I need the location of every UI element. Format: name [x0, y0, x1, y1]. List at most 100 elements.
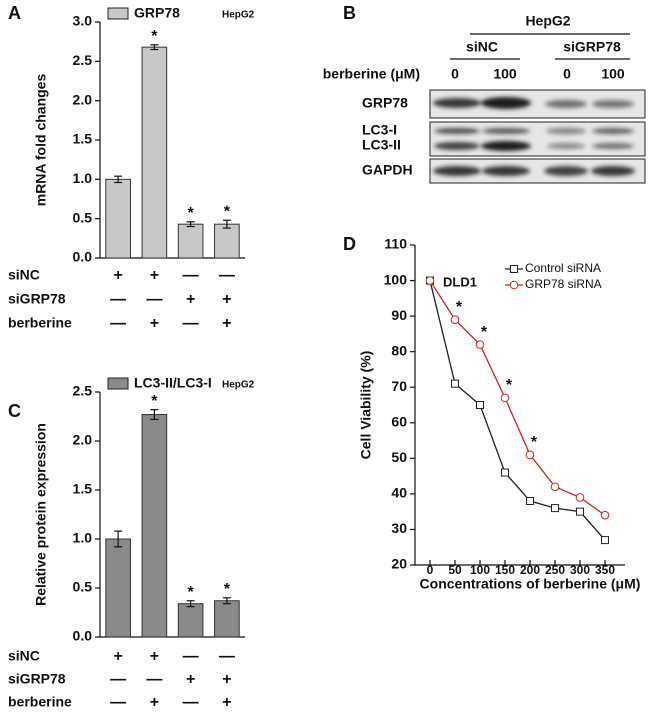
y-tick-label: 110 [384, 236, 407, 252]
y-tick-label: 0.0 [73, 628, 93, 644]
condition-mark: + [222, 694, 231, 711]
significance: * [151, 393, 158, 410]
marker [600, 510, 610, 520]
bar [105, 178, 131, 259]
x-axis-title: Concentrations of berberine (μM) [420, 576, 641, 592]
y-tick-label: 30 [391, 520, 407, 536]
legend-swatch [107, 7, 129, 20]
y-tick-label: 1.5 [73, 131, 93, 147]
y-tick-label: 70 [391, 378, 407, 394]
x-tick-label: 200 [520, 563, 540, 577]
y-axis-title: Cell Viability (%) [358, 351, 374, 460]
bar [214, 223, 240, 259]
condition-mark: + [186, 291, 195, 308]
significance: * [188, 584, 195, 601]
dose-label: 0 [451, 66, 459, 82]
y-tick-label: 1.5 [73, 481, 93, 497]
y-tick-label: 2.5 [73, 383, 93, 399]
condition-label: siNC [8, 267, 40, 283]
marker [526, 497, 534, 505]
legend-marker [509, 280, 519, 290]
condition-mark: + [222, 291, 231, 308]
condition-mark: + [113, 267, 122, 284]
marker [476, 401, 484, 409]
marker [501, 468, 509, 477]
y-tick-label: 2.0 [73, 432, 93, 448]
condition-mark: — [219, 267, 235, 284]
significance: * [481, 324, 488, 341]
y-tick-label: 0.5 [73, 579, 93, 595]
chart-title: DLD1 [443, 274, 477, 289]
condition-label: berberine [8, 694, 72, 710]
legend-label: Control siRNA [525, 261, 601, 275]
condition-label: siGRP78 [8, 291, 66, 307]
y-tick-label: 90 [391, 307, 407, 323]
blot-panel: B HepG2 siNC siGRP78 berberine (μM) 0 10… [323, 3, 646, 184]
treatment-label: berberine (μM) [323, 66, 420, 82]
condition-mark: + [186, 671, 195, 688]
row-label: LC3-I [362, 122, 397, 138]
significance: * [506, 377, 513, 394]
y-tick-label: 3.0 [73, 13, 93, 29]
condition-label: berberine [8, 315, 72, 331]
marker [550, 482, 560, 492]
legend-label: GRP78 [134, 5, 180, 21]
dose-label: 100 [493, 66, 517, 82]
y-tick-label: 20 [391, 556, 407, 572]
marker [451, 379, 459, 388]
condition-mark: + [150, 267, 159, 284]
y-tick-label: 1.0 [73, 170, 93, 186]
y-tick-label: 0.5 [73, 209, 93, 225]
condition-mark: — [183, 267, 199, 284]
x-tick-label: 100 [470, 563, 490, 577]
significance: * [151, 28, 158, 45]
condition-label: siGRP78 [8, 671, 66, 687]
x-tick-label: 350 [595, 563, 615, 577]
x-tick-label: 150 [495, 563, 515, 577]
condition-mark: + [150, 315, 159, 332]
significance: * [224, 203, 231, 220]
bar [105, 538, 131, 638]
y-tick-label: 0.0 [73, 249, 93, 265]
panel-letter: B [343, 3, 356, 23]
series-line [429, 280, 606, 516]
dose-label: 0 [563, 66, 571, 82]
condition-mark: — [110, 291, 126, 308]
condition-mark: — [183, 315, 199, 332]
group-label: siGRP78 [563, 39, 621, 55]
marker [475, 340, 485, 349]
condition-mark: — [110, 315, 126, 332]
y-tick-label: 100 [384, 271, 408, 287]
bar [141, 414, 168, 638]
legend-label: GRP78 siRNA [525, 277, 602, 291]
y-axis-title: mRNA fold changes [33, 74, 49, 207]
condition-mark: + [150, 648, 159, 665]
y-tick-label: 60 [391, 413, 407, 429]
series-line [429, 280, 606, 541]
panel-letter: C [8, 401, 21, 421]
x-tick-label: 0 [427, 563, 434, 577]
condition-mark: — [146, 671, 162, 688]
y-tick-label: 40 [391, 485, 407, 501]
y-tick-label: 2.0 [73, 91, 93, 107]
significance: * [188, 205, 195, 222]
significance: * [224, 581, 231, 598]
group-label: siNC [466, 39, 498, 55]
subtitle: HepG2 [222, 380, 255, 391]
y-tick-label: 80 [391, 342, 407, 358]
condition-mark: — [183, 694, 199, 711]
y-tick-label: 1.0 [73, 530, 93, 546]
condition-mark: + [150, 694, 159, 711]
legend-label: LC3-II/LC3-I [134, 375, 212, 391]
condition-mark: — [110, 671, 126, 688]
bar [177, 603, 204, 638]
marker [525, 450, 535, 460]
subtitle: HepG2 [222, 10, 255, 21]
x-tick-label: 250 [545, 563, 565, 577]
condition-mark: + [222, 315, 231, 332]
marker [575, 493, 585, 502]
legend-marker [510, 265, 518, 273]
significance: * [531, 434, 538, 451]
bar [177, 223, 204, 259]
